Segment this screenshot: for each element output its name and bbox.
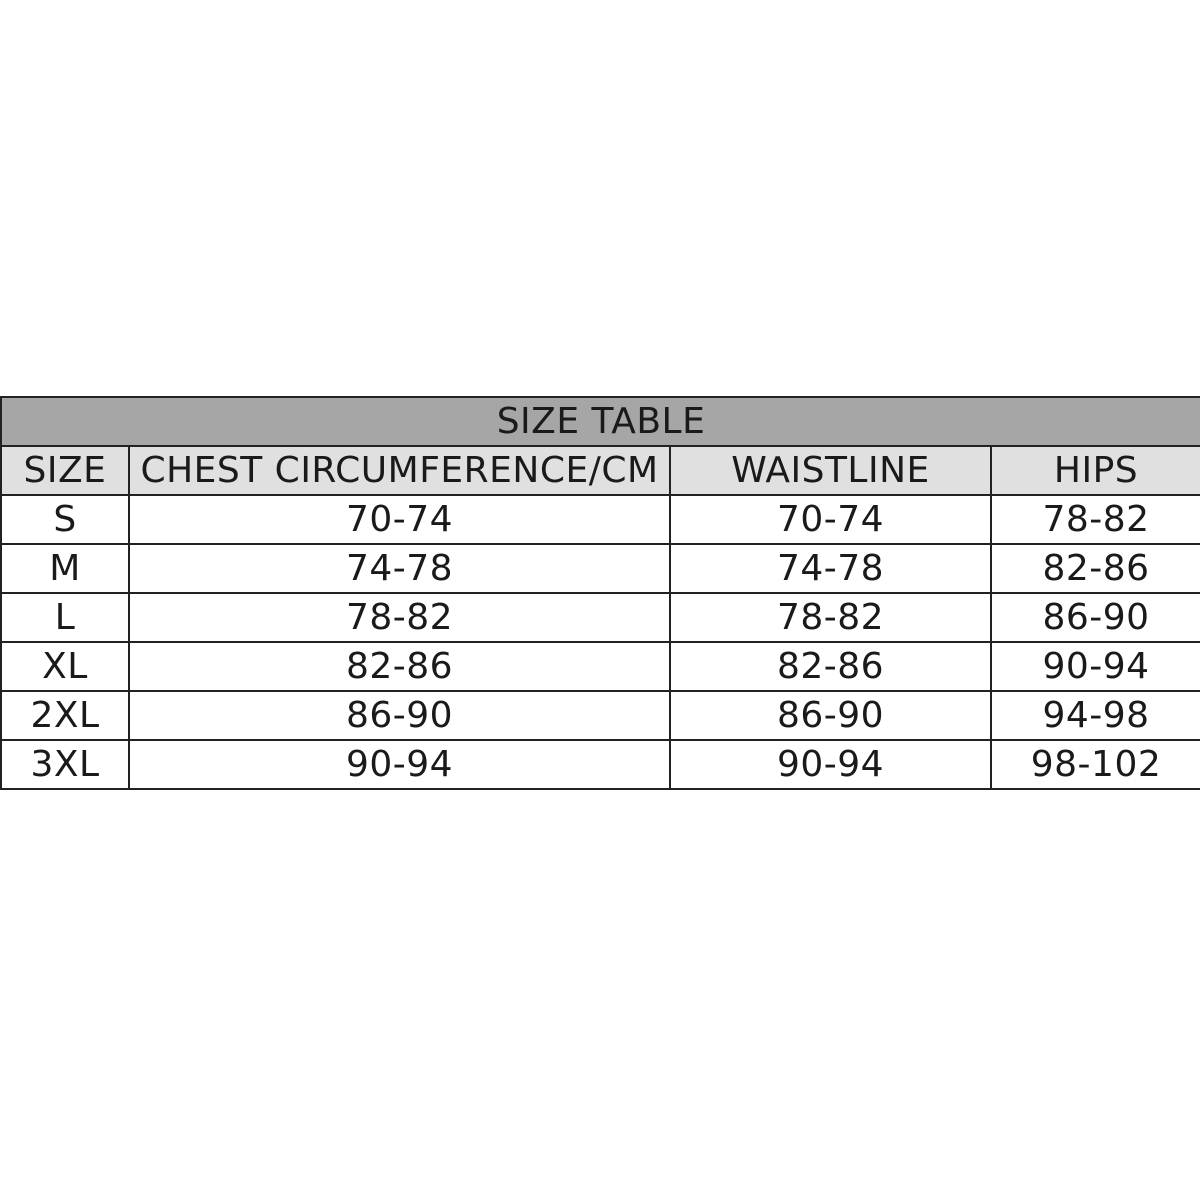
header-chest: CHEST CIRCUMFERENCE/CM [128, 445, 671, 496]
cell-chest: 86-90 [128, 690, 671, 741]
cell-size: XL [0, 641, 130, 692]
cell-chest: 70-74 [128, 494, 671, 545]
cell-waistline: 70-74 [669, 494, 992, 545]
cell-waistline: 78-82 [669, 592, 992, 643]
header-hips: HIPS [989, 445, 1200, 496]
cell-hips: 78-82 [989, 494, 1200, 545]
cell-hips: 98-102 [989, 739, 1200, 790]
table-row: 3XL 90-94 90-94 98-102 [0, 739, 1200, 790]
table-title: SIZE TABLE [0, 396, 1200, 447]
cell-waistline: 90-94 [669, 739, 992, 790]
cell-chest: 82-86 [128, 641, 671, 692]
cell-chest: 74-78 [128, 543, 671, 594]
cell-waistline: 82-86 [669, 641, 992, 692]
cell-size: L [0, 592, 130, 643]
cell-hips: 94-98 [989, 690, 1200, 741]
cell-size: M [0, 543, 130, 594]
cell-size: S [0, 494, 130, 545]
cell-hips: 86-90 [989, 592, 1200, 643]
cell-waistline: 74-78 [669, 543, 992, 594]
header-size: SIZE [0, 445, 130, 496]
size-table: SIZE TABLE SIZE CHEST CIRCUMFERENCE/CM W… [0, 396, 1200, 790]
table-row: L 78-82 78-82 86-90 [0, 592, 1200, 643]
table-row: S 70-74 70-74 78-82 [0, 494, 1200, 545]
cell-chest: 78-82 [128, 592, 671, 643]
cell-hips: 82-86 [989, 543, 1200, 594]
header-waistline: WAISTLINE [669, 445, 992, 496]
table-row: 2XL 86-90 86-90 94-98 [0, 690, 1200, 741]
cell-waistline: 86-90 [669, 690, 992, 741]
table-row: M 74-78 74-78 82-86 [0, 543, 1200, 594]
table-row: XL 82-86 82-86 90-94 [0, 641, 1200, 692]
cell-size: 3XL [0, 739, 130, 790]
cell-chest: 90-94 [128, 739, 671, 790]
cell-hips: 90-94 [989, 641, 1200, 692]
cell-size: 2XL [0, 690, 130, 741]
